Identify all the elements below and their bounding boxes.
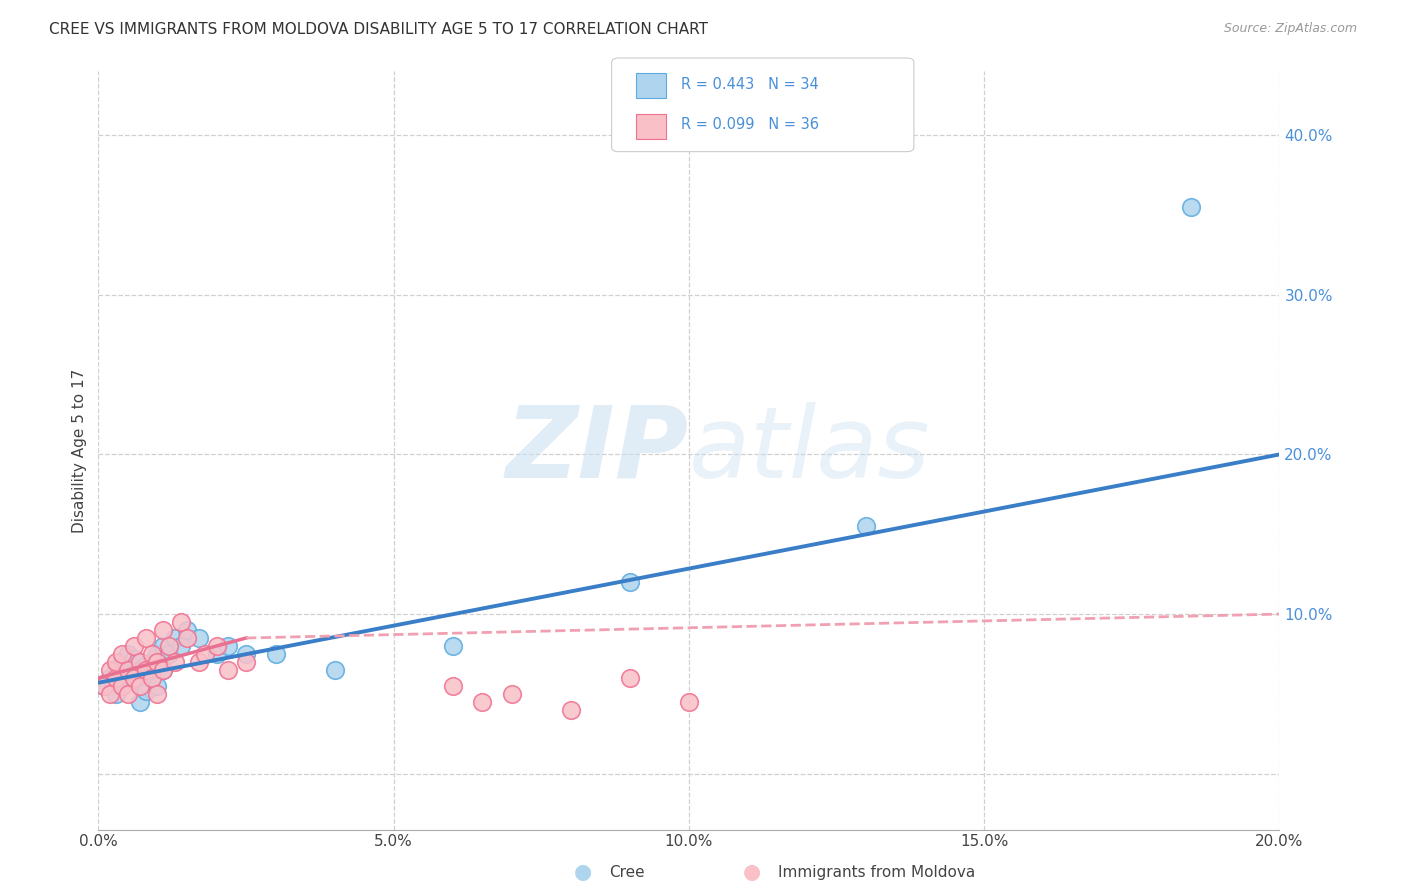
Point: [122, 674, 145, 689]
Point: [135, 658, 157, 673]
Point: [128, 655, 150, 669]
Point: [187, 655, 209, 669]
Point: [98, 663, 121, 677]
Point: [141, 671, 163, 685]
Point: [501, 687, 523, 701]
Point: [165, 631, 187, 645]
Point: [135, 683, 157, 698]
Point: [152, 623, 174, 637]
Point: [141, 647, 163, 661]
Point: [165, 655, 187, 669]
Point: [135, 631, 157, 645]
Point: [111, 679, 134, 693]
Point: [441, 639, 464, 653]
Text: ZIP: ZIP: [506, 402, 689, 499]
Point: [122, 671, 145, 685]
Point: [128, 679, 150, 693]
Text: Source: ZipAtlas.com: Source: ZipAtlas.com: [1223, 22, 1357, 36]
Point: [235, 655, 257, 669]
Point: [146, 655, 169, 669]
Point: [111, 655, 134, 669]
Text: ●: ●: [575, 863, 592, 882]
Point: [146, 647, 169, 661]
Point: [176, 631, 198, 645]
Point: [117, 663, 139, 677]
Text: atlas: atlas: [689, 402, 931, 499]
Point: [135, 663, 157, 677]
Point: [176, 623, 198, 637]
Point: [93, 679, 115, 693]
Point: [111, 679, 134, 693]
Point: [157, 639, 180, 653]
Point: [471, 695, 494, 709]
Point: [146, 687, 169, 701]
Point: [105, 687, 128, 701]
Point: [105, 671, 128, 685]
Text: ●: ●: [744, 863, 761, 882]
Point: [146, 679, 169, 693]
Point: [152, 663, 174, 677]
Point: [205, 647, 228, 661]
Point: [323, 663, 346, 677]
Point: [1180, 200, 1202, 214]
Point: [187, 631, 209, 645]
Point: [152, 663, 174, 677]
Point: [619, 671, 641, 685]
Point: [93, 679, 115, 693]
Text: R = 0.099   N = 36: R = 0.099 N = 36: [681, 118, 818, 133]
Point: [117, 647, 139, 661]
Point: [194, 647, 217, 661]
Point: [157, 647, 180, 661]
Point: [619, 575, 641, 590]
Text: Immigrants from Moldova: Immigrants from Moldova: [778, 865, 974, 880]
Text: CREE VS IMMIGRANTS FROM MOLDOVA DISABILITY AGE 5 TO 17 CORRELATION CHART: CREE VS IMMIGRANTS FROM MOLDOVA DISABILI…: [49, 22, 709, 37]
Point: [855, 519, 877, 533]
Point: [217, 639, 239, 653]
Text: Cree: Cree: [609, 865, 644, 880]
Point: [560, 703, 582, 717]
Point: [105, 655, 128, 669]
Point: [264, 647, 287, 661]
Point: [170, 615, 193, 629]
Point: [128, 663, 150, 677]
Point: [98, 687, 121, 701]
Point: [152, 639, 174, 653]
Point: [117, 671, 139, 685]
Point: [122, 652, 145, 666]
Point: [141, 655, 163, 669]
Text: R = 0.443   N = 34: R = 0.443 N = 34: [681, 77, 818, 92]
Point: [105, 663, 128, 677]
Point: [111, 647, 134, 661]
Point: [205, 639, 228, 653]
Point: [170, 639, 193, 653]
Point: [217, 663, 239, 677]
Y-axis label: Disability Age 5 to 17: Disability Age 5 to 17: [72, 368, 87, 533]
Point: [678, 695, 700, 709]
Point: [128, 695, 150, 709]
Point: [122, 639, 145, 653]
Point: [141, 671, 163, 685]
Point: [235, 647, 257, 661]
Point: [98, 671, 121, 685]
Point: [117, 687, 139, 701]
Point: [441, 679, 464, 693]
